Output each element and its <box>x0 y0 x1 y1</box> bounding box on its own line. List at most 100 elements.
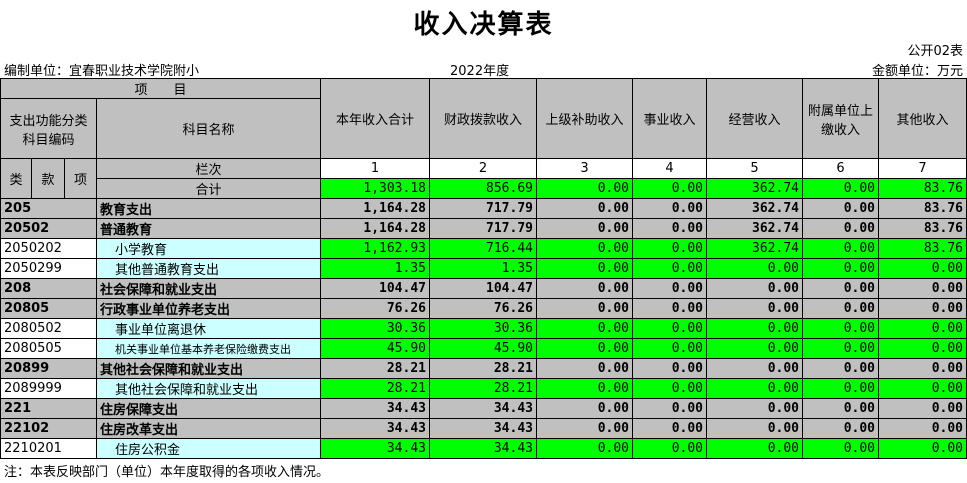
col-number: 1 <box>320 158 430 179</box>
name-cell: 住房保障支出 <box>96 398 321 419</box>
value-cell: 0.00 <box>802 338 879 359</box>
total-cell: 856.69 <box>429 178 537 199</box>
value-cell: 34.43 <box>320 438 430 459</box>
table-row: 221 住房保障支出 34.43 34.43 0.00 0.00 0.00 0.00 0.00 <box>0 398 967 419</box>
item-header: 项 目 <box>0 78 321 99</box>
value-cell: 1,162.93 <box>320 238 430 259</box>
value-cell: 0.00 <box>632 358 707 379</box>
value-cell: 0.00 <box>536 438 633 459</box>
table-row: 20502 普通教育 1,164.28 717.79 0.00 0.00 362.74 0.0… <box>0 218 967 239</box>
value-cell: 0.00 <box>536 218 633 239</box>
value-cell: 0.00 <box>632 418 707 439</box>
name-cell: 小学教育 <box>96 238 321 259</box>
code-cell: 2210201 <box>0 438 97 459</box>
col-header: 本年收入合计 <box>320 78 430 159</box>
table-row: 2050202 小学教育 1,162.93 716.44 0.00 0.00 362.74 0… <box>0 238 967 259</box>
col-number: 4 <box>632 158 707 179</box>
value-cell: 0.00 <box>632 278 707 299</box>
value-cell: 34.43 <box>320 398 430 419</box>
value-cell: 34.43 <box>429 418 537 439</box>
value-cell: 0.00 <box>706 398 803 419</box>
value-cell: 0.00 <box>632 438 707 459</box>
value-cell: 1,164.28 <box>320 198 430 219</box>
value-cell: 104.47 <box>429 278 537 299</box>
code-cell: 2050202 <box>0 238 97 259</box>
value-cell: 0.00 <box>878 338 967 359</box>
value-cell: 0.00 <box>878 378 967 399</box>
value-cell: 34.43 <box>320 418 430 439</box>
total-row: 合计 1,303.18 856.69 0.00 0.00 362.74 0.00… <box>1 178 967 199</box>
value-cell: 0.00 <box>878 438 967 459</box>
form-number: 公开02表 <box>907 44 963 59</box>
value-cell: 0.00 <box>878 298 967 319</box>
col-header: 经营收入 <box>706 78 803 159</box>
col-header: 附属单位上缴收入 <box>802 78 879 159</box>
name-cell: 教育支出 <box>96 198 321 219</box>
table-row: 2050299 其他普通教育支出 1.35 1.35 0.00 0.00 0.00 0.00 0… <box>0 258 967 279</box>
value-cell: 0.00 <box>632 398 707 419</box>
value-cell: 104.47 <box>320 278 430 299</box>
table-row: 2210201 住房公积金 34.43 34.43 0.00 0.00 0.00 0.00 0.… <box>0 438 967 459</box>
value-cell: 0.00 <box>706 338 803 359</box>
code-cell: 208 <box>0 278 97 299</box>
page-title: 收入决算表 <box>413 10 554 40</box>
value-cell: 76.26 <box>320 298 430 319</box>
value-cell: 0.00 <box>878 278 967 299</box>
col-number: 5 <box>706 158 803 179</box>
lanci-label: 栏次 <box>96 158 321 179</box>
name-cell: 机关事业单位基本养老保险缴费支出 <box>96 338 321 359</box>
value-cell: 0.00 <box>632 338 707 359</box>
name-cell: 住房公积金 <box>96 438 321 459</box>
value-cell: 45.90 <box>429 338 537 359</box>
value-cell: 0.00 <box>632 258 707 279</box>
report-year: 2022年度 <box>450 64 510 79</box>
total-cell: 1,303.18 <box>320 178 430 199</box>
total-label: 合计 <box>96 178 321 199</box>
xiang-header: 项 <box>64 158 97 199</box>
value-cell: 0.00 <box>878 358 967 379</box>
code-cell: 20805 <box>0 298 97 319</box>
value-cell: 34.43 <box>429 398 537 419</box>
value-cell: 0.00 <box>878 318 967 339</box>
name-cell: 事业单位离退休 <box>96 318 321 339</box>
value-cell: 76.26 <box>429 298 537 319</box>
col-header: 其他收入 <box>878 78 967 159</box>
name-cell: 普通教育 <box>96 218 321 239</box>
value-cell: 28.21 <box>429 358 537 379</box>
value-cell: 0.00 <box>802 318 879 339</box>
value-cell: 28.21 <box>320 378 430 399</box>
table-row: 22102 住房改革支出 34.43 34.43 0.00 0.00 0.00 0.00 0.0… <box>0 418 967 439</box>
value-cell: 0.00 <box>802 198 879 219</box>
value-cell: 0.00 <box>706 278 803 299</box>
value-cell: 0.00 <box>632 198 707 219</box>
value-cell: 30.36 <box>429 318 537 339</box>
table-row: 2089999 其他社会保障和就业支出 28.21 28.21 0.00 0.00 0.00… <box>0 378 967 399</box>
value-cell: 0.00 <box>536 418 633 439</box>
value-cell: 34.43 <box>429 438 537 459</box>
value-cell: 0.00 <box>802 418 879 439</box>
value-cell: 0.00 <box>706 358 803 379</box>
value-cell: 28.21 <box>320 358 430 379</box>
value-cell: 0.00 <box>802 438 879 459</box>
name-cell: 住房改革支出 <box>96 418 321 439</box>
name-cell: 社会保障和就业支出 <box>96 278 321 299</box>
col-header: 事业收入 <box>632 78 707 159</box>
value-cell: 0.00 <box>632 318 707 339</box>
value-cell: 0.00 <box>878 398 967 419</box>
currency-unit: 金额单位：万元 <box>871 64 963 79</box>
value-cell: 83.76 <box>878 218 967 239</box>
reporting-unit: 编制单位：宜春职业技术学院附小 <box>4 64 200 79</box>
value-cell: 0.00 <box>878 258 967 279</box>
value-cell: 1.35 <box>429 258 537 279</box>
value-cell: 30.36 <box>320 318 430 339</box>
value-cell: 0.00 <box>706 258 803 279</box>
value-cell: 0.00 <box>706 418 803 439</box>
total-cell: 0.00 <box>802 178 879 199</box>
value-cell: 0.00 <box>802 378 879 399</box>
value-cell: 0.00 <box>706 378 803 399</box>
table-row: 2080505 机关事业单位基本养老保险缴费支出 45.90 45.90 0.00 0.0… <box>0 338 967 359</box>
value-cell: 83.76 <box>878 238 967 259</box>
code-cell: 221 <box>0 398 97 419</box>
name-header: 科目名称 <box>96 98 321 159</box>
income-table: 项 目 本年收入合计 财政拨款收入 上级补助收入 事业收入 经营收入 附属单位上… <box>0 78 967 459</box>
